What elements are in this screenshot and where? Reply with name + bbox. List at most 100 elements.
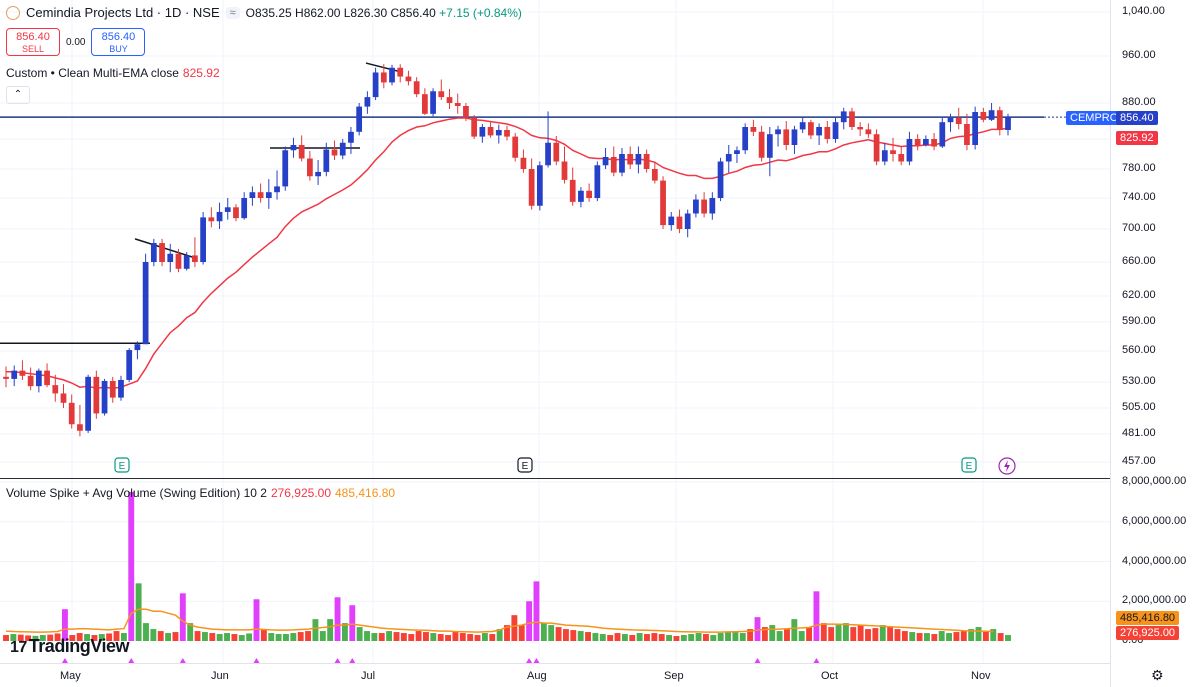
volume-bar [680,635,687,641]
candle-body [578,190,584,202]
volume-bar [636,633,643,641]
volume-bar [128,491,135,641]
candle-body [684,213,691,229]
volume-bar [791,619,798,641]
volume-bar [953,632,960,641]
candle-body [60,393,67,403]
price-tick-label: 700.00 [1122,222,1156,234]
volume-bar [467,634,474,641]
candle-body [192,255,198,262]
price-tick-label: 457.00 [1122,455,1156,467]
candle-body [939,122,946,147]
candle-body [512,136,519,158]
collapse-legend-button[interactable]: ⌃ [6,86,30,104]
volume-bar [400,633,407,641]
candle-body [274,186,280,193]
spike-marker [334,658,341,663]
symbol-tag: CEMPRO [1066,111,1123,125]
volume-bar [607,635,614,641]
volume-bar [84,634,90,641]
volume-bars[interactable] [3,491,1011,663]
tradingview-logo[interactable]: 17 TradingView [10,636,130,657]
candle-body [520,157,527,169]
volume-bar [327,619,334,641]
time-tick-label: Oct [821,670,839,682]
earnings-icon [114,457,130,473]
candles[interactable] [3,64,1011,437]
volume-bar [445,635,452,641]
volume-bar [165,633,172,641]
volume-bar [25,635,32,641]
volume-bar [894,629,901,641]
volume-bar [644,634,650,641]
time-tick-label: Nov [971,670,991,682]
price-tick-label: 960.00 [1122,49,1156,61]
volume-bar [135,583,142,641]
symbol-title[interactable]: Cemindia Projects Ltd · 1D · NSE [26,5,220,20]
candle-body [372,72,379,98]
volume-bar [17,634,24,641]
tradingview-wordmark: TradingView [28,636,130,656]
candle-body [857,127,864,130]
price-tick-label: 560.00 [1122,344,1156,356]
volume-bar [459,633,466,641]
spike-marker [813,658,820,663]
volume-bar [415,631,422,641]
volume-bar [120,633,127,641]
volume-bar [364,631,370,641]
volume-bar [47,634,54,641]
price-tick-label: 660.00 [1122,255,1156,267]
trendlines[interactable] [0,62,1110,345]
volume-bar [820,623,827,641]
candle-body [405,76,412,82]
volume-bar [260,629,267,641]
candle-body [35,370,42,387]
volume-bar [975,627,982,641]
volume-bar [283,634,289,641]
volume-bar [511,615,518,641]
volume-bar [931,634,938,641]
volume-bar [452,632,459,641]
time-tick-label: May [60,670,81,682]
volume-bar [526,601,533,641]
volume-bar [562,629,569,641]
compare-icon[interactable]: ≈ [225,6,240,19]
volume-bar [356,627,363,641]
candle-body [224,207,231,212]
price-tick-label: 880.00 [1122,96,1156,108]
candle-body [799,122,806,130]
candle-body [906,139,913,162]
volume-bar [710,635,717,641]
volume-bar [371,633,378,641]
candle-body [495,130,502,136]
ema-indicator-name: Custom • Clean Multi-EMA close [6,66,179,80]
candle-body [183,255,190,269]
ema-indicator-legend[interactable]: Custom • Clean Multi-EMA close 825.92 [6,66,220,80]
spike-marker [61,658,68,663]
time-tick-label: Aug [527,670,547,682]
sell-button[interactable]: 856.40 SELL [6,28,60,56]
volume-bar [238,635,245,641]
candle-body [463,106,469,118]
candle-body [265,192,272,198]
settings-icon[interactable]: ⚙ [1151,667,1164,683]
candle-body [3,376,9,379]
candle-body [709,198,716,214]
volume-indicator-legend[interactable]: Volume Spike + Avg Volume (Swing Edition… [6,486,395,500]
candle-body [93,376,100,414]
candle-body [19,370,26,376]
candle-body [323,149,330,172]
candle-body [142,262,149,345]
spike-marker [754,658,761,663]
volume-bar [275,634,282,641]
buy-button[interactable]: 856.40 BUY [91,28,146,56]
volume-bar [319,631,326,641]
candle-body [109,380,116,398]
volume-bar [143,623,149,641]
volume-bar [106,633,113,641]
volume-bar [393,632,400,641]
price-tick-label: 530.00 [1122,375,1156,387]
volume-bar [1005,635,1011,641]
